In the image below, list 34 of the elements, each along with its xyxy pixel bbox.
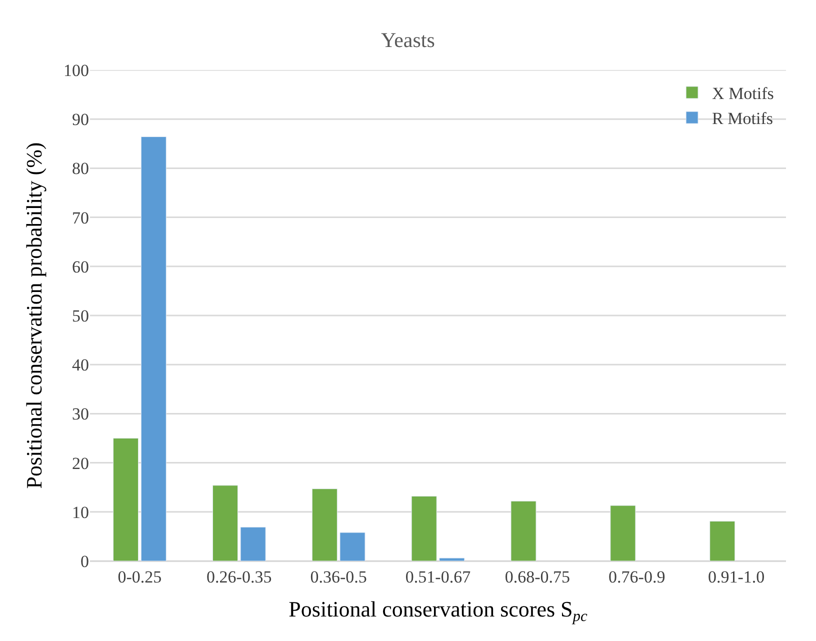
bar xyxy=(610,505,636,561)
bar xyxy=(212,485,238,561)
chart-title: Yeasts xyxy=(381,28,435,52)
x-axis-title: Positional conservation scores S$_{pc}$ xyxy=(288,596,588,625)
y-tick-label: 60 xyxy=(72,257,89,276)
y-tick-label: 80 xyxy=(72,159,89,178)
y-tick-label: 70 xyxy=(72,208,89,228)
bar xyxy=(312,488,338,561)
y-tick-label: 40 xyxy=(72,356,89,375)
x-tick-label: 0.26-0.35 xyxy=(206,567,272,586)
bar xyxy=(411,496,437,561)
y-tick-label: 10 xyxy=(72,502,89,522)
bar xyxy=(710,520,736,561)
y-tick-label: 50 xyxy=(72,306,89,326)
bar xyxy=(510,500,536,561)
legend-label: X Motifs xyxy=(712,84,774,104)
y-tick-label: 100 xyxy=(64,60,89,80)
legend-label: R Motifs xyxy=(712,109,773,128)
bar xyxy=(140,136,166,561)
bar xyxy=(340,532,366,561)
x-tick-label: 0.36-0.5 xyxy=(310,567,367,586)
x-tick-label: 0.68-0.75 xyxy=(504,567,570,586)
x-tick-label: 0-0.25 xyxy=(118,567,162,586)
y-axis-title: Positional conservation probability (%) xyxy=(21,142,46,489)
y-tick-label: 20 xyxy=(72,454,89,473)
x-tick-label: 0.91-1.0 xyxy=(708,567,765,586)
bar xyxy=(439,558,465,561)
y-tick-label: 90 xyxy=(72,110,89,130)
x-tick-label: 0.76-0.9 xyxy=(608,567,666,586)
bar xyxy=(113,438,139,561)
y-tick-label: 0 xyxy=(80,552,89,571)
y-tick-label: 30 xyxy=(72,404,89,424)
bar xyxy=(240,526,266,561)
x-tick-label: 0.51-0.67 xyxy=(405,567,472,586)
